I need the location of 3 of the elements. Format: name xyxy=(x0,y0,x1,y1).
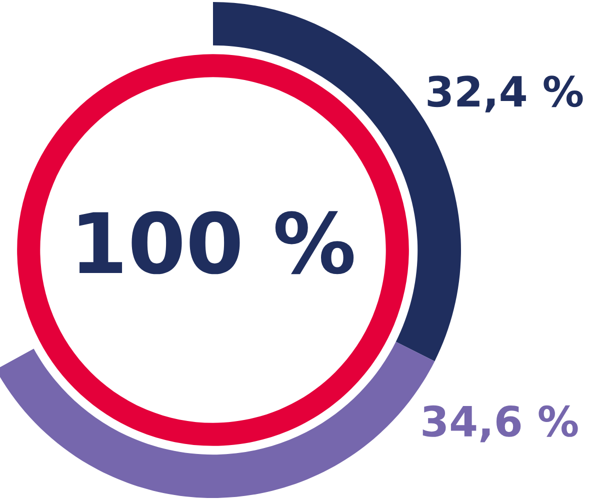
data-label: 34,6 % xyxy=(422,405,578,442)
data-label: 100 % xyxy=(79,211,354,274)
data-label: 32,4 % xyxy=(428,76,583,112)
